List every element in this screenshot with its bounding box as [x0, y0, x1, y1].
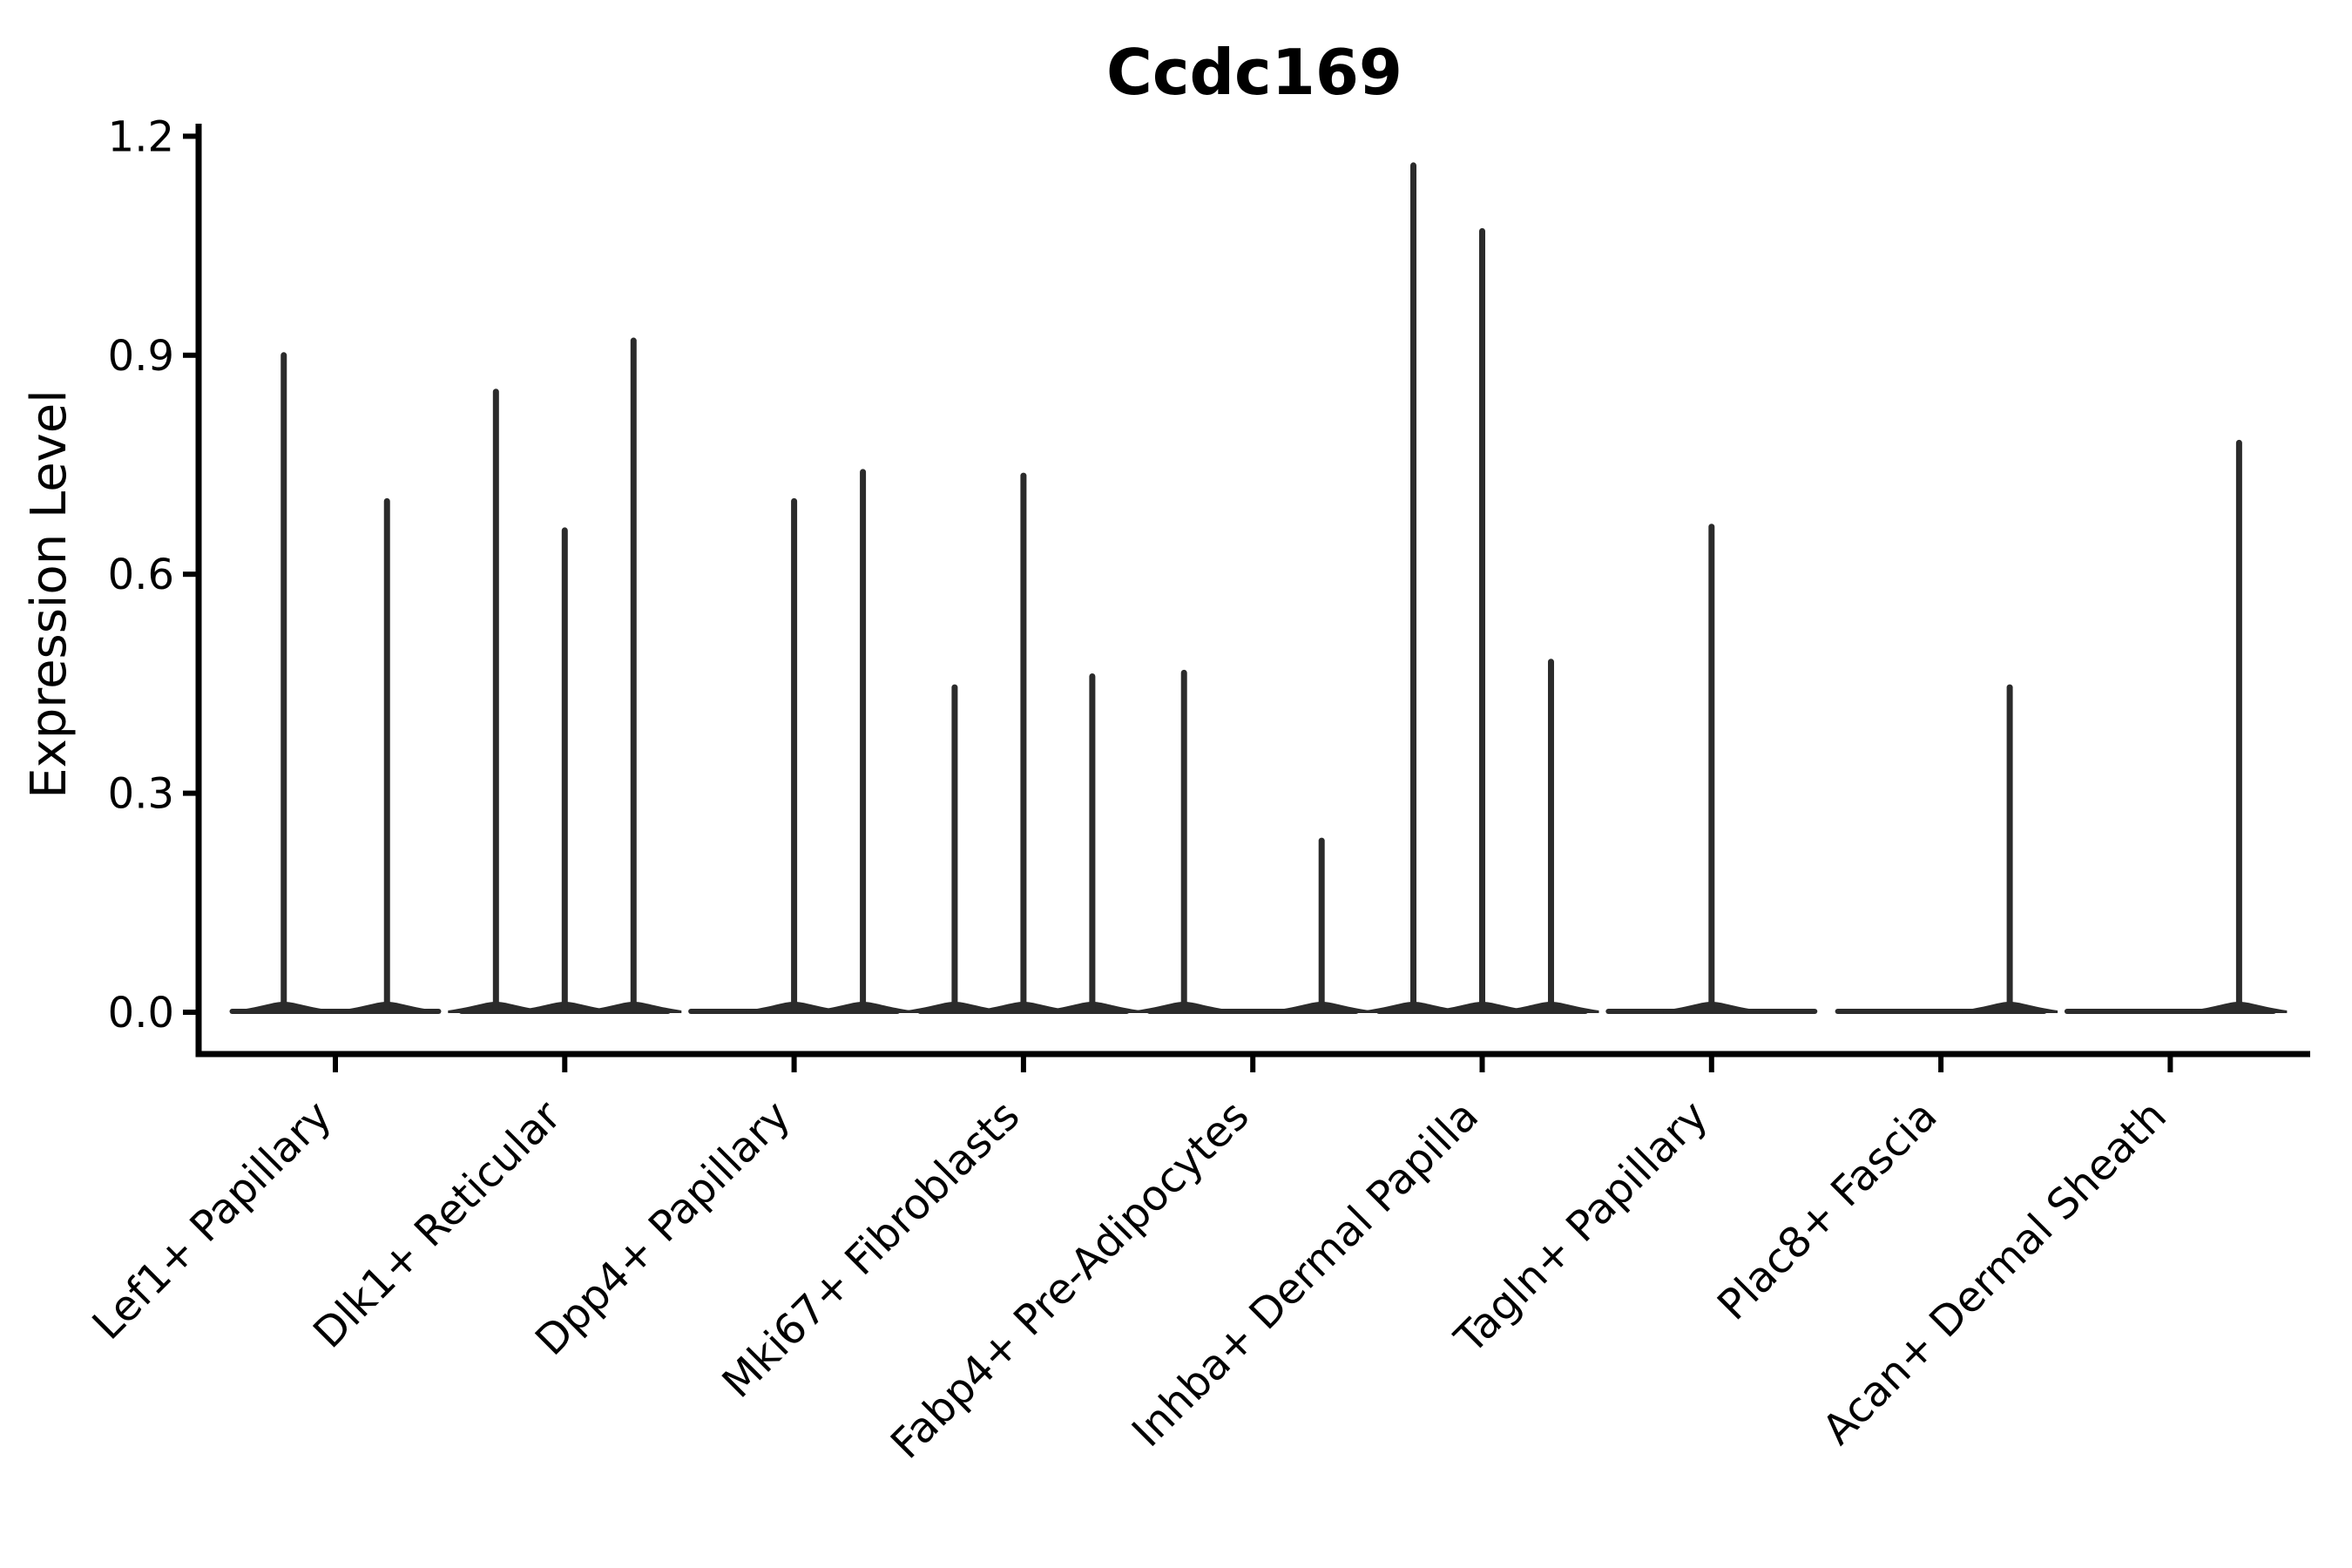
y-tick-label: 0.3	[108, 770, 174, 819]
y-axis-ticks: 0.0 0.3 0.6 0.9 1.2	[108, 112, 196, 1037]
y-tick-label: 0.0	[108, 989, 174, 1037]
violin-group	[1605, 524, 1818, 1014]
violin-group	[1136, 669, 1370, 1014]
x-category-label: Dpp4+ Papillary	[526, 1092, 800, 1365]
chart-title: Ccdc169	[1106, 36, 1402, 109]
y-tick-label: 0.9	[108, 332, 174, 381]
violin-group	[906, 472, 1140, 1014]
violin-group	[1365, 162, 1599, 1014]
x-category-label: Plac8+ Fascia	[1708, 1092, 1947, 1330]
violin-group	[229, 352, 442, 1014]
violin-group	[688, 469, 911, 1014]
violins	[229, 162, 2288, 1014]
violin-group	[2064, 439, 2288, 1014]
y-tick-label: 0.6	[108, 551, 174, 599]
x-category-label: Tagln+ Papillary	[1445, 1092, 1717, 1363]
violin-group	[1835, 684, 2058, 1014]
x-category-label: Dlk1+ Reticular	[304, 1092, 571, 1358]
y-axis-label: Expression Level	[21, 389, 78, 799]
y-tick-label: 1.2	[108, 112, 174, 161]
violin-group	[448, 337, 682, 1014]
x-category-label: Lef1+ Papillary	[84, 1092, 341, 1349]
